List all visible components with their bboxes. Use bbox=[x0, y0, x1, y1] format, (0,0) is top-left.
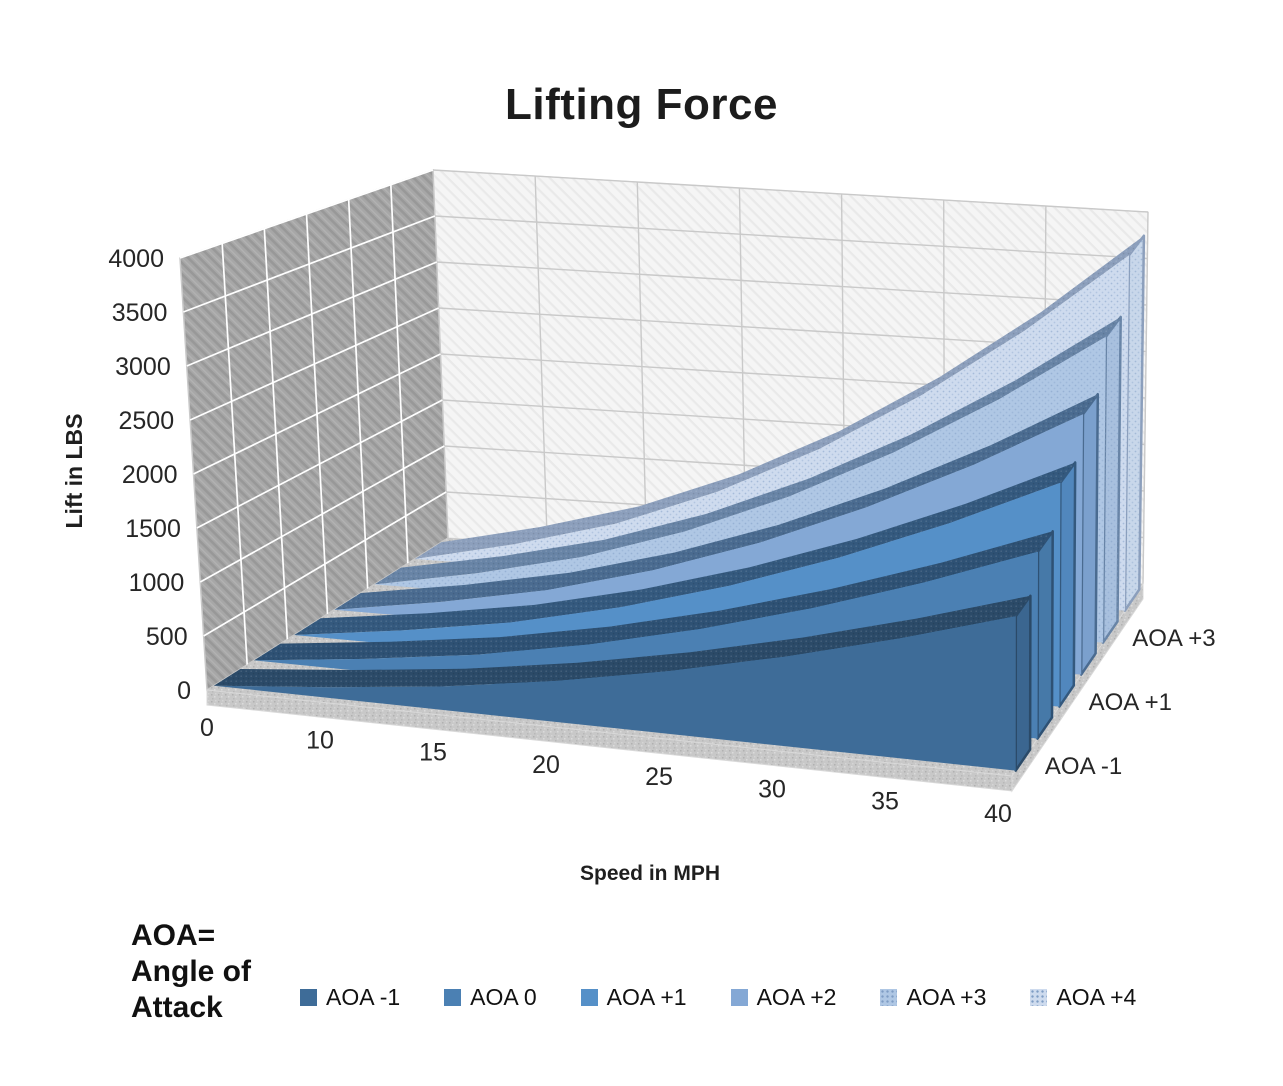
legend-swatch-AOA +1 bbox=[580, 989, 598, 1006]
series-top-band-texture-AOA 0 bbox=[254, 531, 1053, 661]
legend-swatch-AOA -1 bbox=[300, 989, 317, 1006]
depth-axis-label-AOA +1: AOA +1 bbox=[1089, 689, 1172, 716]
legend-item-AOA +1: AOA +1 bbox=[580, 984, 687, 1011]
legend-label-AOA +4: AOA +4 bbox=[1056, 984, 1137, 1010]
aoa-abbreviation-note: AOA= Angle of Attack bbox=[131, 918, 251, 1026]
legend-label-AOA -1: AOA -1 bbox=[326, 984, 401, 1010]
series-top-band-texture-AOA -1 bbox=[213, 595, 1031, 688]
x-tick-label-15: 15 bbox=[419, 739, 447, 767]
series-endcap-texture-AOA +4 bbox=[1124, 235, 1144, 611]
x-tick-label-20: 20 bbox=[532, 751, 560, 779]
legend: AOA -1 AOA 0 AOA +1 AOA +2 AOA +3 AOA +4 bbox=[300, 984, 1136, 1011]
series-endcap-AOA +1 bbox=[1058, 461, 1077, 708]
series-endcap-AOA -1 bbox=[1014, 594, 1032, 772]
chart-title: Lifting Force bbox=[505, 80, 778, 129]
legend-item-AOA 0: AOA 0 bbox=[444, 984, 537, 1011]
legend-label-AOA +1: AOA +1 bbox=[606, 984, 687, 1010]
y-tick-label-2500: 2500 bbox=[119, 407, 175, 435]
y-tick-label-3500: 3500 bbox=[112, 299, 168, 327]
depth-axis-label-AOA +3: AOA +3 bbox=[1132, 625, 1215, 652]
x-tick-label-25: 25 bbox=[645, 763, 673, 791]
y-tick-label-1000: 1000 bbox=[129, 569, 185, 597]
x-tick-label-10: 10 bbox=[306, 726, 334, 754]
aoa-note-line2: Angle of bbox=[131, 955, 251, 988]
series-endcap-AOA 0 bbox=[1036, 530, 1054, 740]
y-tick-label-1500: 1500 bbox=[125, 515, 181, 543]
legend-swatch-AOA +4 bbox=[1030, 989, 1048, 1006]
x-axis-title: Speed in MPH bbox=[579, 862, 721, 885]
series-endcap-AOA +2 bbox=[1079, 392, 1100, 676]
y-tick-label-2000: 2000 bbox=[122, 461, 178, 489]
legend-item-AOA +2: AOA +2 bbox=[730, 984, 837, 1011]
legend-swatch-AOA +3 bbox=[880, 989, 898, 1006]
series-top-band-texture-AOA +1 bbox=[294, 462, 1076, 635]
depth-axis-label-AOA -1: AOA -1 bbox=[1045, 753, 1122, 780]
x-tick-label-0: 0 bbox=[200, 714, 214, 742]
y-tick-label-4000: 4000 bbox=[108, 245, 164, 273]
y-tick-label-3000: 3000 bbox=[115, 353, 171, 381]
legend-label-AOA +2: AOA +2 bbox=[756, 984, 837, 1010]
legend-label-AOA 0: AOA 0 bbox=[470, 984, 537, 1010]
legend-swatch-AOA 0 bbox=[444, 989, 462, 1006]
legend-swatch-AOA +2 bbox=[730, 989, 748, 1006]
y-tick-label-0: 0 bbox=[177, 677, 191, 705]
x-tick-label-30: 30 bbox=[758, 775, 786, 803]
legend-label-AOA +3: AOA +3 bbox=[906, 984, 987, 1010]
chart-series bbox=[213, 234, 1146, 772]
x-tick-label-35: 35 bbox=[871, 788, 899, 816]
legend-item-AOA +3: AOA +3 bbox=[880, 984, 986, 1011]
legend-item-AOA -1: AOA -1 bbox=[300, 984, 400, 1011]
floor-right-face bbox=[1011, 582, 1144, 793]
y-axis-title: Lift in LBS bbox=[61, 413, 87, 529]
series-face-AOA -1 bbox=[213, 616, 1016, 771]
aoa-note-line1: AOA= bbox=[131, 919, 216, 952]
chart-axis-labels: 0 500 1000 1500 2000 2500 3000 3500 4000 0 10 15 20 2… bbox=[108, 245, 1215, 828]
legend-item-AOA +4: AOA +4 bbox=[1030, 984, 1136, 1011]
aoa-note-line3: Attack bbox=[131, 991, 223, 1024]
series-endcap-texture-AOA +3 bbox=[1103, 317, 1121, 643]
x-tick-label-40: 40 bbox=[984, 800, 1012, 828]
y-tick-label-500: 500 bbox=[146, 623, 188, 651]
